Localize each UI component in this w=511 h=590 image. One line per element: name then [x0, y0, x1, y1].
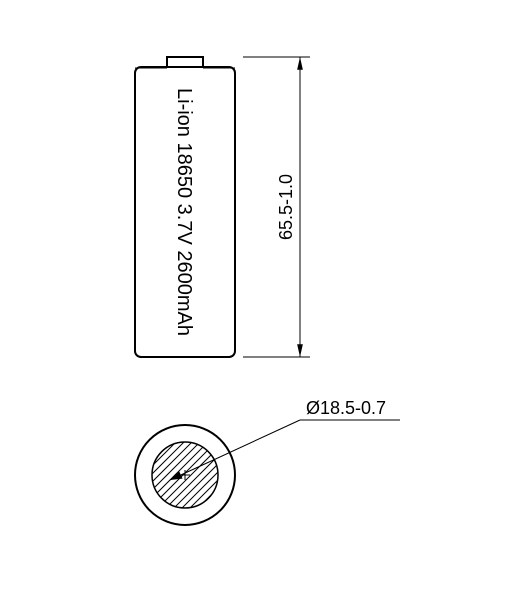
arrowhead	[297, 344, 303, 357]
battery-side-view: Li-ion 18650 3.7V 2600mAh	[135, 57, 235, 357]
dimension-height: 65.5-1.0	[243, 57, 310, 357]
dimension-height-text: 65.5-1.0	[276, 174, 296, 240]
arrowhead	[297, 57, 303, 70]
engineering-drawing: Li-ion 18650 3.7V 2600mAh 65.5-1.0 Ø18.5…	[0, 0, 511, 590]
battery-top-view	[81, 425, 285, 525]
dimension-diameter-text: Ø18.5-0.7	[306, 398, 386, 418]
battery-label: Li-ion 18650 3.7V 2600mAh	[173, 88, 195, 336]
